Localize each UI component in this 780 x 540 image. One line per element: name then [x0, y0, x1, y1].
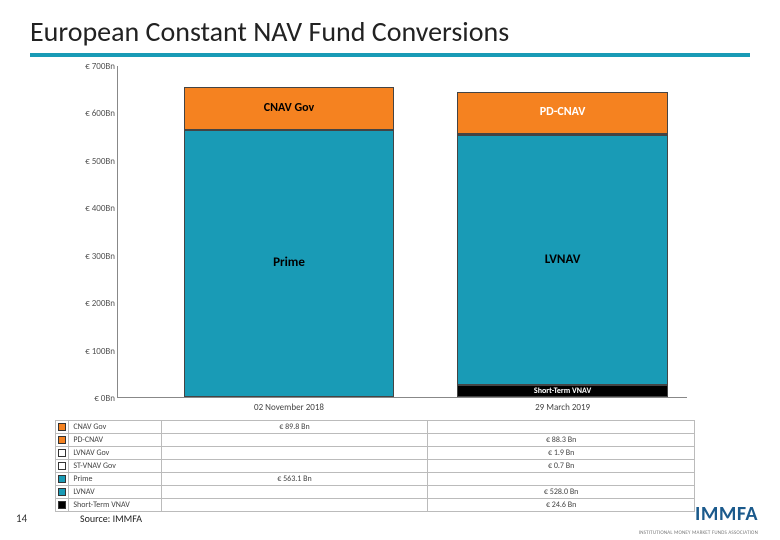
- legend-name: LVNAV Gov: [69, 447, 161, 460]
- bar-column: Prime CNAV Gov: [184, 87, 395, 397]
- legend-row: LVNAV Gov € 1.9 Bn: [56, 447, 695, 460]
- legend-value: € 1.9 Bn: [428, 447, 695, 460]
- segment-label: CNAV Gov: [264, 102, 314, 115]
- y-tick: € 700Bn: [55, 61, 115, 72]
- y-tick: € 200Bn: [55, 298, 115, 309]
- source-text: Source: IMMFA: [80, 512, 142, 525]
- legend-value: € 88.3 Bn: [428, 434, 695, 447]
- legend-swatch: [58, 449, 66, 457]
- legend-value: € 528.0 Bn: [428, 486, 695, 499]
- legend-swatch: [58, 462, 66, 470]
- logo: IMMFA: [695, 502, 758, 526]
- legend-value: [161, 486, 428, 499]
- segment-label: LVNAV: [545, 253, 581, 267]
- x-label: 02 November 2018: [229, 402, 349, 413]
- segment-label: Short-Term VNAV: [534, 387, 591, 396]
- legend-row: PD-CNAV € 88.3 Bn: [56, 434, 695, 447]
- bar-segment: Short-Term VNAV: [457, 385, 668, 397]
- legend-row: Short-Term VNAV € 24.6 Bn: [56, 499, 695, 512]
- legend-value: [161, 460, 428, 473]
- y-tick: € 500Bn: [55, 156, 115, 167]
- y-tick: € 600Bn: [55, 108, 115, 119]
- title-rule: [30, 53, 750, 57]
- legend-value: [428, 473, 695, 486]
- legend-name: ST-VNAV Gov: [69, 460, 161, 473]
- legend-value: [161, 447, 428, 460]
- legend-value: [161, 499, 428, 512]
- legend-swatch: [58, 488, 66, 496]
- legend-value: € 24.6 Bn: [428, 499, 695, 512]
- legend-swatch-cell: [56, 473, 69, 486]
- legend-swatch-cell: [56, 434, 69, 447]
- legend-row: CNAV Gov€ 89.8 Bn: [56, 421, 695, 434]
- bar-segment: LVNAV: [457, 135, 668, 385]
- legend-swatch-cell: [56, 447, 69, 460]
- legend-value: € 563.1 Bn: [161, 473, 428, 486]
- bar-segment: PD-CNAV: [457, 92, 668, 134]
- legend-swatch-cell: [56, 499, 69, 512]
- legend-row: ST-VNAV Gov € 0.7 Bn: [56, 460, 695, 473]
- bar-column: Short-Term VNAV LVNAV PD-CNAV: [457, 92, 668, 397]
- chart: € 0Bn € 100Bn € 200Bn € 300Bn € 400Bn € 500Bn…: [55, 60, 695, 420]
- slide: European Constant NAV Fund Conversions €…: [0, 0, 780, 540]
- x-label: 29 March 2019: [503, 402, 623, 413]
- legend-name: Prime: [69, 473, 161, 486]
- legend-value: [161, 434, 428, 447]
- legend-swatch-cell: [56, 421, 69, 434]
- legend-table: CNAV Gov€ 89.8 BnPD-CNAV€ 88.3 BnLVNAV G…: [55, 420, 695, 512]
- legend-swatch: [58, 436, 66, 444]
- logo-sub: INSTITUTIONAL MONEY MARKET FUNDS ASSOCIA…: [639, 530, 758, 536]
- bar-segment: CNAV Gov: [184, 87, 395, 130]
- y-tick: € 400Bn: [55, 203, 115, 214]
- segment-label: Prime: [273, 256, 305, 270]
- legend-row: Prime€ 563.1 Bn: [56, 473, 695, 486]
- legend-name: PD-CNAV: [69, 434, 161, 447]
- legend-value: € 89.8 Bn: [161, 421, 428, 434]
- legend-swatch: [58, 501, 66, 509]
- y-axis: € 0Bn€ 100Bn€ 200Bn€ 300Bn€ 400Bn€ 500Bn…: [55, 60, 115, 400]
- page-number: 14: [16, 512, 27, 525]
- legend-value: [428, 421, 695, 434]
- legend-name: Short-Term VNAV: [69, 499, 161, 512]
- legend-swatch: [58, 475, 66, 483]
- y-tick: € 300Bn: [55, 251, 115, 262]
- bar-segment: Prime: [184, 130, 395, 397]
- legend-swatch-cell: [56, 460, 69, 473]
- plot: PrimeCNAV Gov02 November 2018Short-Term …: [117, 66, 687, 398]
- legend-row: LVNAV € 528.0 Bn: [56, 486, 695, 499]
- y-tick: € 100Bn: [55, 346, 115, 357]
- segment-label: PD-CNAV: [540, 106, 586, 119]
- page-title: European Constant NAV Fund Conversions: [30, 14, 509, 49]
- y-tick: € 0Bn: [55, 393, 115, 404]
- legend-name: LVNAV: [69, 486, 161, 499]
- legend-swatch: [58, 423, 66, 431]
- legend-value: € 0.7 Bn: [428, 460, 695, 473]
- legend-swatch-cell: [56, 486, 69, 499]
- legend-name: CNAV Gov: [69, 421, 161, 434]
